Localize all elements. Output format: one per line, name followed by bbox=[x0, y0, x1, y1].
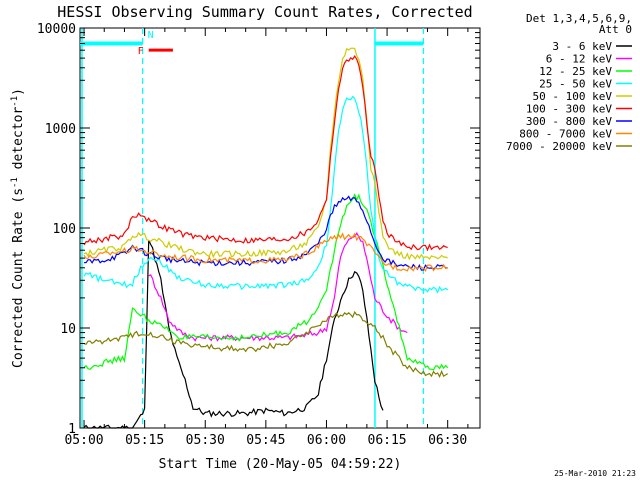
series-line-0 bbox=[83, 240, 384, 429]
y-axis-label-sup2: -1 bbox=[10, 96, 20, 107]
x-tick-label: 05:45 bbox=[246, 433, 285, 448]
plot-frame bbox=[79, 27, 481, 429]
flare-label: F bbox=[138, 46, 144, 57]
x-tick-label: 05:00 bbox=[64, 433, 103, 448]
series-line-4 bbox=[83, 47, 448, 261]
series-line-6 bbox=[83, 195, 448, 271]
axes: 05:00 05:15 05:30 05:45 06:00 06:15 06:30 1 10 10… bbox=[37, 22, 480, 448]
timestamp: 25-Mar-2010 21:23 bbox=[554, 469, 636, 478]
legend-entry: 12 - 25 keV bbox=[539, 65, 612, 78]
series-line-3 bbox=[83, 95, 449, 294]
chart-title: HESSI Observing Summary Count Rates, Cor… bbox=[57, 3, 472, 21]
y-tick-label: 1 bbox=[68, 422, 76, 437]
series-line-2 bbox=[83, 193, 449, 371]
y-axis-label-text: Corrected Count Rate (s bbox=[11, 188, 26, 368]
legend-header: Att 0 bbox=[599, 23, 632, 36]
x-tick-label: 05:15 bbox=[125, 433, 164, 448]
y-tick-label: 100 bbox=[53, 222, 76, 237]
legend-entry: 7000 - 20000 keV bbox=[506, 140, 612, 153]
legend-entry: 100 - 300 keV bbox=[526, 103, 612, 116]
y-axis-label: Corrected Count Rate (s-1 detector-1) bbox=[10, 88, 26, 368]
y-tick-label: 1000 bbox=[45, 122, 76, 137]
x-axis-label: Start Time (20-May-05 04:59:22) bbox=[159, 457, 402, 472]
y-axis-label-sup1: -1 bbox=[10, 177, 20, 188]
y-axis-label-end: ) bbox=[11, 88, 26, 96]
x-tick-label: 06:00 bbox=[307, 433, 346, 448]
legend-entry: 50 - 100 keV bbox=[533, 90, 613, 103]
legend-entry: 3 - 6 keV bbox=[552, 40, 612, 53]
series-line-8 bbox=[83, 310, 449, 379]
series-line-5 bbox=[83, 54, 448, 252]
y-tick-label: 10 bbox=[60, 322, 76, 337]
legend-entry: 6 - 12 keV bbox=[546, 53, 613, 66]
series-line-7 bbox=[83, 232, 448, 272]
y-axis-label-mid: detector bbox=[11, 107, 26, 178]
plot-area: FN bbox=[80, 28, 449, 429]
y-tick-label: 10000 bbox=[37, 22, 76, 37]
legend-entry: 300 - 800 keV bbox=[526, 115, 612, 128]
x-tick-label: 06:15 bbox=[368, 433, 407, 448]
legend-header: Det 1,3,4,5,6,9, bbox=[526, 12, 632, 25]
legend-entry: 25 - 50 keV bbox=[539, 78, 612, 91]
night-label: N bbox=[148, 30, 154, 41]
x-tick-label: 05:30 bbox=[186, 433, 225, 448]
x-tick-label: 06:30 bbox=[428, 433, 467, 448]
legend-entry: 800 - 7000 keV bbox=[519, 128, 612, 141]
